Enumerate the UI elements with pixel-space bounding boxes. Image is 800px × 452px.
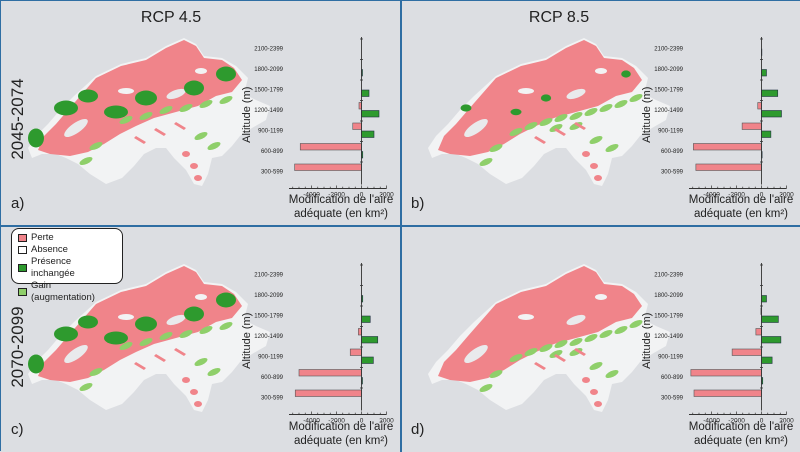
x-axis-label-line2: adéquate (en km²) bbox=[271, 434, 411, 448]
svg-text:1500-1799: 1500-1799 bbox=[654, 313, 683, 319]
legend-item-absence: Absence bbox=[18, 244, 116, 256]
svg-text:600-899: 600-899 bbox=[661, 375, 684, 381]
panel-b: RCP 8.5 Altitude (m) 300-599 600-899 900-11… bbox=[401, 1, 800, 226]
panel-a: RCP 4.5 2045-2074 Altitude (m) 300-599 600… bbox=[1, 1, 401, 226]
svg-text:600-899: 600-899 bbox=[261, 149, 284, 155]
x-axis-label: Modification de l'aire adéquate (en km²) bbox=[271, 193, 411, 221]
svg-text:900-1199: 900-1199 bbox=[258, 128, 284, 134]
legend-item-unchanged: Présence inchangée bbox=[18, 256, 116, 280]
svg-text:900-1199: 900-1199 bbox=[658, 354, 684, 360]
unchanged-swatch-icon bbox=[18, 264, 27, 272]
panel-letter-b: b) bbox=[411, 195, 424, 212]
x-axis-label: Modification de l'aire adéquate (en km²) bbox=[271, 420, 411, 448]
svg-text:Altitude (m): Altitude (m) bbox=[641, 313, 653, 369]
svg-text:1200-1499: 1200-1499 bbox=[654, 108, 683, 114]
panel-letter-d: d) bbox=[411, 421, 424, 438]
svg-text:2100-2399: 2100-2399 bbox=[254, 46, 283, 52]
x-axis-label: Modification de l'aire adéquate (en km²) bbox=[671, 420, 800, 448]
svg-text:300-599: 300-599 bbox=[261, 169, 284, 175]
x-axis-label-line2: adéquate (en km²) bbox=[671, 434, 800, 448]
svg-text:1800-2099: 1800-2099 bbox=[654, 293, 683, 299]
legend-label: Absence bbox=[31, 244, 68, 256]
legend-item-gain: Gain (augmentation) bbox=[18, 280, 116, 304]
legend-label: Perte bbox=[31, 232, 54, 244]
svg-text:300-599: 300-599 bbox=[661, 395, 684, 401]
svg-text:Altitude (m): Altitude (m) bbox=[641, 87, 653, 143]
svg-text:900-1199: 900-1199 bbox=[658, 128, 684, 134]
svg-text:1500-1799: 1500-1799 bbox=[654, 87, 683, 93]
panel-letter-c: c) bbox=[11, 421, 24, 438]
x-axis-label-line2: adéquate (en km²) bbox=[671, 207, 800, 221]
svg-text:900-1199: 900-1199 bbox=[258, 354, 284, 360]
absence-swatch-icon bbox=[18, 246, 27, 254]
svg-text:Altitude (m): Altitude (m) bbox=[241, 313, 253, 369]
svg-text:300-599: 300-599 bbox=[261, 395, 284, 401]
svg-text:1200-1499: 1200-1499 bbox=[254, 334, 283, 340]
scenario-title-rcp45: RCP 4.5 bbox=[71, 9, 271, 27]
period-label-2070-2099: 2070-2099 bbox=[8, 302, 28, 392]
svg-text:1200-1499: 1200-1499 bbox=[254, 108, 283, 114]
svg-text:Altitude (m): Altitude (m) bbox=[241, 87, 253, 143]
svg-text:1500-1799: 1500-1799 bbox=[254, 87, 283, 93]
x-axis-label: Modification de l'aire adéquate (en km²) bbox=[671, 193, 800, 221]
svg-text:1800-2099: 1800-2099 bbox=[654, 67, 683, 73]
scenario-title-rcp85: RCP 8.5 bbox=[459, 9, 659, 27]
svg-text:1500-1799: 1500-1799 bbox=[254, 313, 283, 319]
horizontal-divider bbox=[1, 225, 800, 227]
legend-item-loss: Perte bbox=[18, 232, 116, 244]
period-label-2045-2074: 2045-2074 bbox=[8, 74, 28, 164]
x-axis-label-line2: adéquate (en km²) bbox=[271, 207, 411, 221]
x-axis-label-line1: Modification de l'aire bbox=[671, 420, 800, 434]
svg-text:1200-1499: 1200-1499 bbox=[654, 334, 683, 340]
svg-text:300-599: 300-599 bbox=[661, 169, 684, 175]
legend-label: Présence inchangée bbox=[31, 256, 116, 280]
x-axis-label-line1: Modification de l'aire bbox=[271, 420, 411, 434]
svg-text:2100-2399: 2100-2399 bbox=[654, 272, 683, 278]
legend: Perte Absence Présence inchangée Gain (a… bbox=[11, 228, 123, 284]
svg-text:2100-2399: 2100-2399 bbox=[654, 46, 683, 52]
panel-letter-a: a) bbox=[11, 195, 24, 212]
svg-text:1800-2099: 1800-2099 bbox=[254, 293, 283, 299]
svg-text:600-899: 600-899 bbox=[261, 375, 284, 381]
svg-text:2100-2399: 2100-2399 bbox=[254, 272, 283, 278]
legend-label: Gain (augmentation) bbox=[31, 280, 116, 304]
gain-swatch-icon bbox=[18, 288, 27, 296]
x-axis-label-line1: Modification de l'aire bbox=[671, 193, 800, 207]
svg-text:600-899: 600-899 bbox=[661, 149, 684, 155]
svg-text:1800-2099: 1800-2099 bbox=[254, 67, 283, 73]
x-axis-label-line1: Modification de l'aire bbox=[271, 193, 411, 207]
loss-swatch-icon bbox=[18, 234, 27, 242]
panel-d: Altitude (m) 300-599 600-899 900-1199 1200-1… bbox=[401, 227, 800, 452]
